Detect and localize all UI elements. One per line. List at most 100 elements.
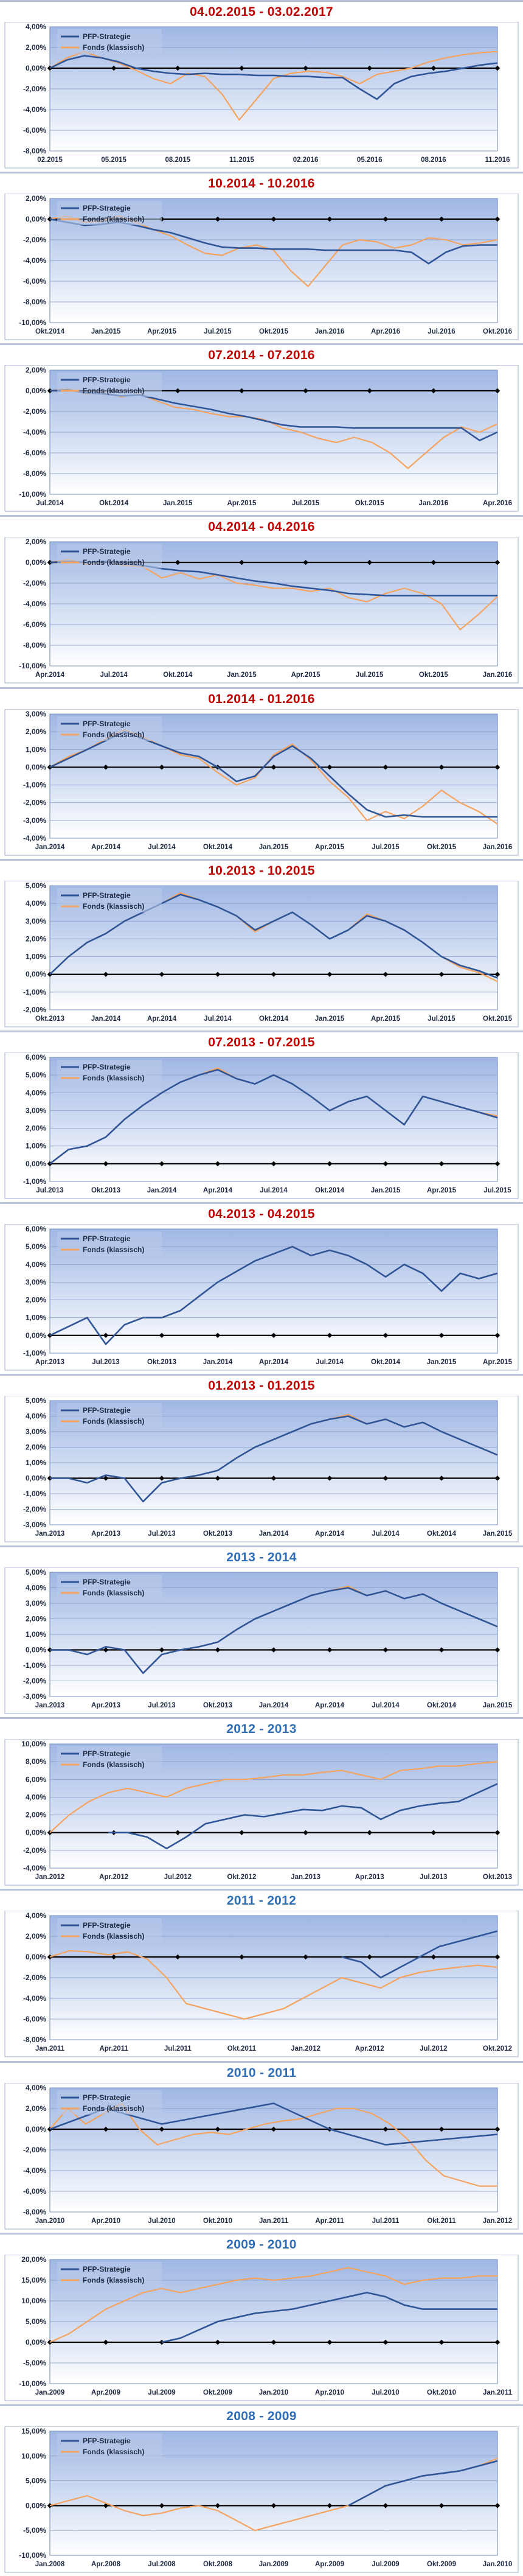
x-tick-label: Apr.2015 bbox=[371, 1015, 401, 1023]
x-tick-label: Okt.2013 bbox=[483, 1874, 512, 1881]
legend-box bbox=[57, 544, 162, 569]
x-tick-label: Okt.2010 bbox=[427, 2389, 456, 2396]
chart-title: 2012 - 2013 bbox=[226, 1722, 297, 1736]
y-tick-label: 0,00% bbox=[26, 1646, 46, 1654]
x-tick-label: Okt.2013 bbox=[147, 1359, 176, 1366]
panel-separator bbox=[0, 0, 523, 2]
y-tick-label: -4,00% bbox=[23, 105, 46, 114]
x-tick-label: Jul.2013 bbox=[148, 1702, 175, 1709]
y-tick-label: -8,00% bbox=[23, 298, 46, 306]
x-tick-label: Jan.2010 bbox=[259, 2389, 289, 2396]
x-tick-label: Apr.2015 bbox=[483, 1359, 513, 1366]
x-tick-label: Okt.2011 bbox=[427, 2217, 456, 2225]
y-tick-label: -10,00% bbox=[19, 2551, 46, 2560]
y-tick-label: 20,00% bbox=[21, 2255, 46, 2264]
y-tick-label: -1,00% bbox=[23, 1661, 46, 1670]
x-tick-label: Apr.2013 bbox=[355, 1874, 384, 1881]
y-tick-label: -1,00% bbox=[23, 1349, 46, 1357]
y-tick-label: 6,00% bbox=[26, 1225, 46, 1233]
legend-box bbox=[57, 373, 162, 397]
legend-box bbox=[57, 1231, 162, 1256]
y-tick-label: -3,00% bbox=[23, 1692, 46, 1701]
y-tick-label: 0,00% bbox=[26, 1160, 46, 1168]
x-tick-label: Jan.2015 bbox=[227, 671, 257, 679]
x-tick-label: 05.2016 bbox=[357, 156, 383, 164]
chart-title: 2011 - 2012 bbox=[226, 1894, 297, 1908]
x-tick-label: 02.2016 bbox=[293, 156, 319, 164]
x-tick-label: Jan.2014 bbox=[259, 1702, 289, 1709]
y-tick-label: 2,00% bbox=[26, 1124, 46, 1133]
y-tick-label: -4,00% bbox=[23, 428, 46, 436]
y-tick-label: -4,00% bbox=[23, 1994, 46, 2003]
panel-separator bbox=[0, 515, 523, 517]
x-tick-label: Jan.2016 bbox=[419, 500, 449, 507]
baseline-marker bbox=[239, 1954, 244, 1960]
x-tick-label: Jan.2014 bbox=[147, 1187, 177, 1194]
x-tick-label: Okt.2014 bbox=[203, 844, 233, 851]
x-tick-label: Apr.2014 bbox=[147, 1015, 177, 1023]
chart-panel: 04.2013 - 04.2015 6,00% 5,00% 4,00% 3,00% 2,0… bbox=[0, 1202, 523, 1374]
panel-separator bbox=[0, 1889, 523, 1891]
x-tick-label: Okt.2010 bbox=[203, 2217, 232, 2225]
y-tick-label: 4,00% bbox=[26, 1260, 46, 1269]
y-tick-label: 0,00% bbox=[26, 1829, 46, 1837]
legend-label-strategy: PFP-Strategie bbox=[83, 1406, 131, 1415]
y-tick-label: 10,00% bbox=[21, 1740, 46, 1748]
x-tick-label: Jan.2009 bbox=[35, 2389, 65, 2396]
y-tick-label: 2,00% bbox=[26, 934, 46, 943]
x-tick-label: Apr.2015 bbox=[315, 844, 345, 851]
y-tick-label: 5,00% bbox=[26, 881, 46, 890]
y-tick-label: 6,00% bbox=[26, 1053, 46, 1062]
x-tick-label: Jul.2014 bbox=[372, 1702, 400, 1709]
y-tick-label: 0,00% bbox=[26, 64, 46, 72]
y-tick-label: 2,00% bbox=[26, 194, 46, 203]
baseline-marker bbox=[271, 216, 277, 222]
y-tick-label: 8,00% bbox=[26, 1757, 46, 1766]
series-line-fund bbox=[49, 1761, 498, 1833]
legend-label-fund: Fonds (klassisch) bbox=[83, 1589, 144, 1597]
baseline-marker bbox=[327, 971, 333, 977]
x-tick-label: Apr.2010 bbox=[91, 2217, 120, 2225]
x-tick-label: Okt.2014 bbox=[99, 500, 129, 507]
x-tick-label: Apr.2014 bbox=[35, 671, 65, 679]
x-tick-label: Apr.2016 bbox=[483, 500, 512, 507]
y-tick-label: -4,00% bbox=[23, 834, 46, 842]
y-tick-label: 0,00% bbox=[26, 970, 46, 979]
chart-panel: 2011 - 2012 4,00% 2,00% 0,00% -2,00% -4,00% -6… bbox=[0, 1889, 523, 2060]
baseline-marker bbox=[159, 1475, 165, 1481]
x-tick-label: Jul.2014 bbox=[148, 844, 176, 851]
x-tick-label: Apr.2014 bbox=[315, 1530, 345, 1538]
y-tick-label: 6,00% bbox=[26, 1775, 46, 1783]
x-tick-label: 08.2015 bbox=[165, 156, 190, 164]
baseline-marker bbox=[175, 1954, 181, 1960]
chart-title: 04.2013 - 04.2015 bbox=[208, 1207, 315, 1221]
x-tick-label: Jan.2011 bbox=[259, 2217, 289, 2225]
x-tick-label: Jul.2013 bbox=[148, 1530, 175, 1538]
y-tick-label: 2,00% bbox=[26, 1932, 46, 1941]
x-tick-label: Apr.2014 bbox=[91, 844, 121, 851]
x-tick-label: Apr.2015 bbox=[147, 328, 177, 335]
panel-separator bbox=[0, 172, 523, 173]
baseline-marker bbox=[159, 2126, 165, 2132]
y-tick-label: 0,00% bbox=[26, 2338, 46, 2347]
x-tick-label: Jan.2013 bbox=[35, 1702, 65, 1709]
chart-title: 01.2014 - 01.2016 bbox=[208, 692, 315, 706]
chart-title: 04.2014 - 04.2016 bbox=[208, 520, 315, 534]
y-tick-label: 4,00% bbox=[26, 23, 46, 31]
legend-label-fund: Fonds (klassisch) bbox=[83, 215, 144, 223]
y-tick-label: -2,00% bbox=[23, 1677, 46, 1685]
baseline-marker bbox=[215, 1647, 221, 1653]
y-tick-label: 5,00% bbox=[26, 2477, 46, 2485]
y-tick-label: 4,00% bbox=[26, 1412, 46, 1421]
y-tick-label: -10,00% bbox=[19, 490, 46, 499]
chart-panel: 2010 - 2011 4,00% 2,00% 0,00% -2,00% -4,00% -6… bbox=[0, 2061, 523, 2233]
y-tick-label: -2,00% bbox=[23, 1973, 46, 1982]
line-chart: 3,00% 2,00% 1,00% 0,00% -1,00% -2,00% -3,00% -4… bbox=[4, 709, 519, 856]
y-tick-label: 0,00% bbox=[26, 387, 46, 395]
chart-panel: 04.02.2015 - 03.02.2017 4,00% 2,00% 0,00% -2… bbox=[0, 0, 523, 172]
y-tick-label: -1,00% bbox=[23, 1489, 46, 1498]
legend-label-strategy: PFP-Strategie bbox=[83, 1749, 131, 1758]
panel-separator bbox=[0, 1374, 523, 1376]
y-tick-label: 3,00% bbox=[26, 1106, 46, 1115]
